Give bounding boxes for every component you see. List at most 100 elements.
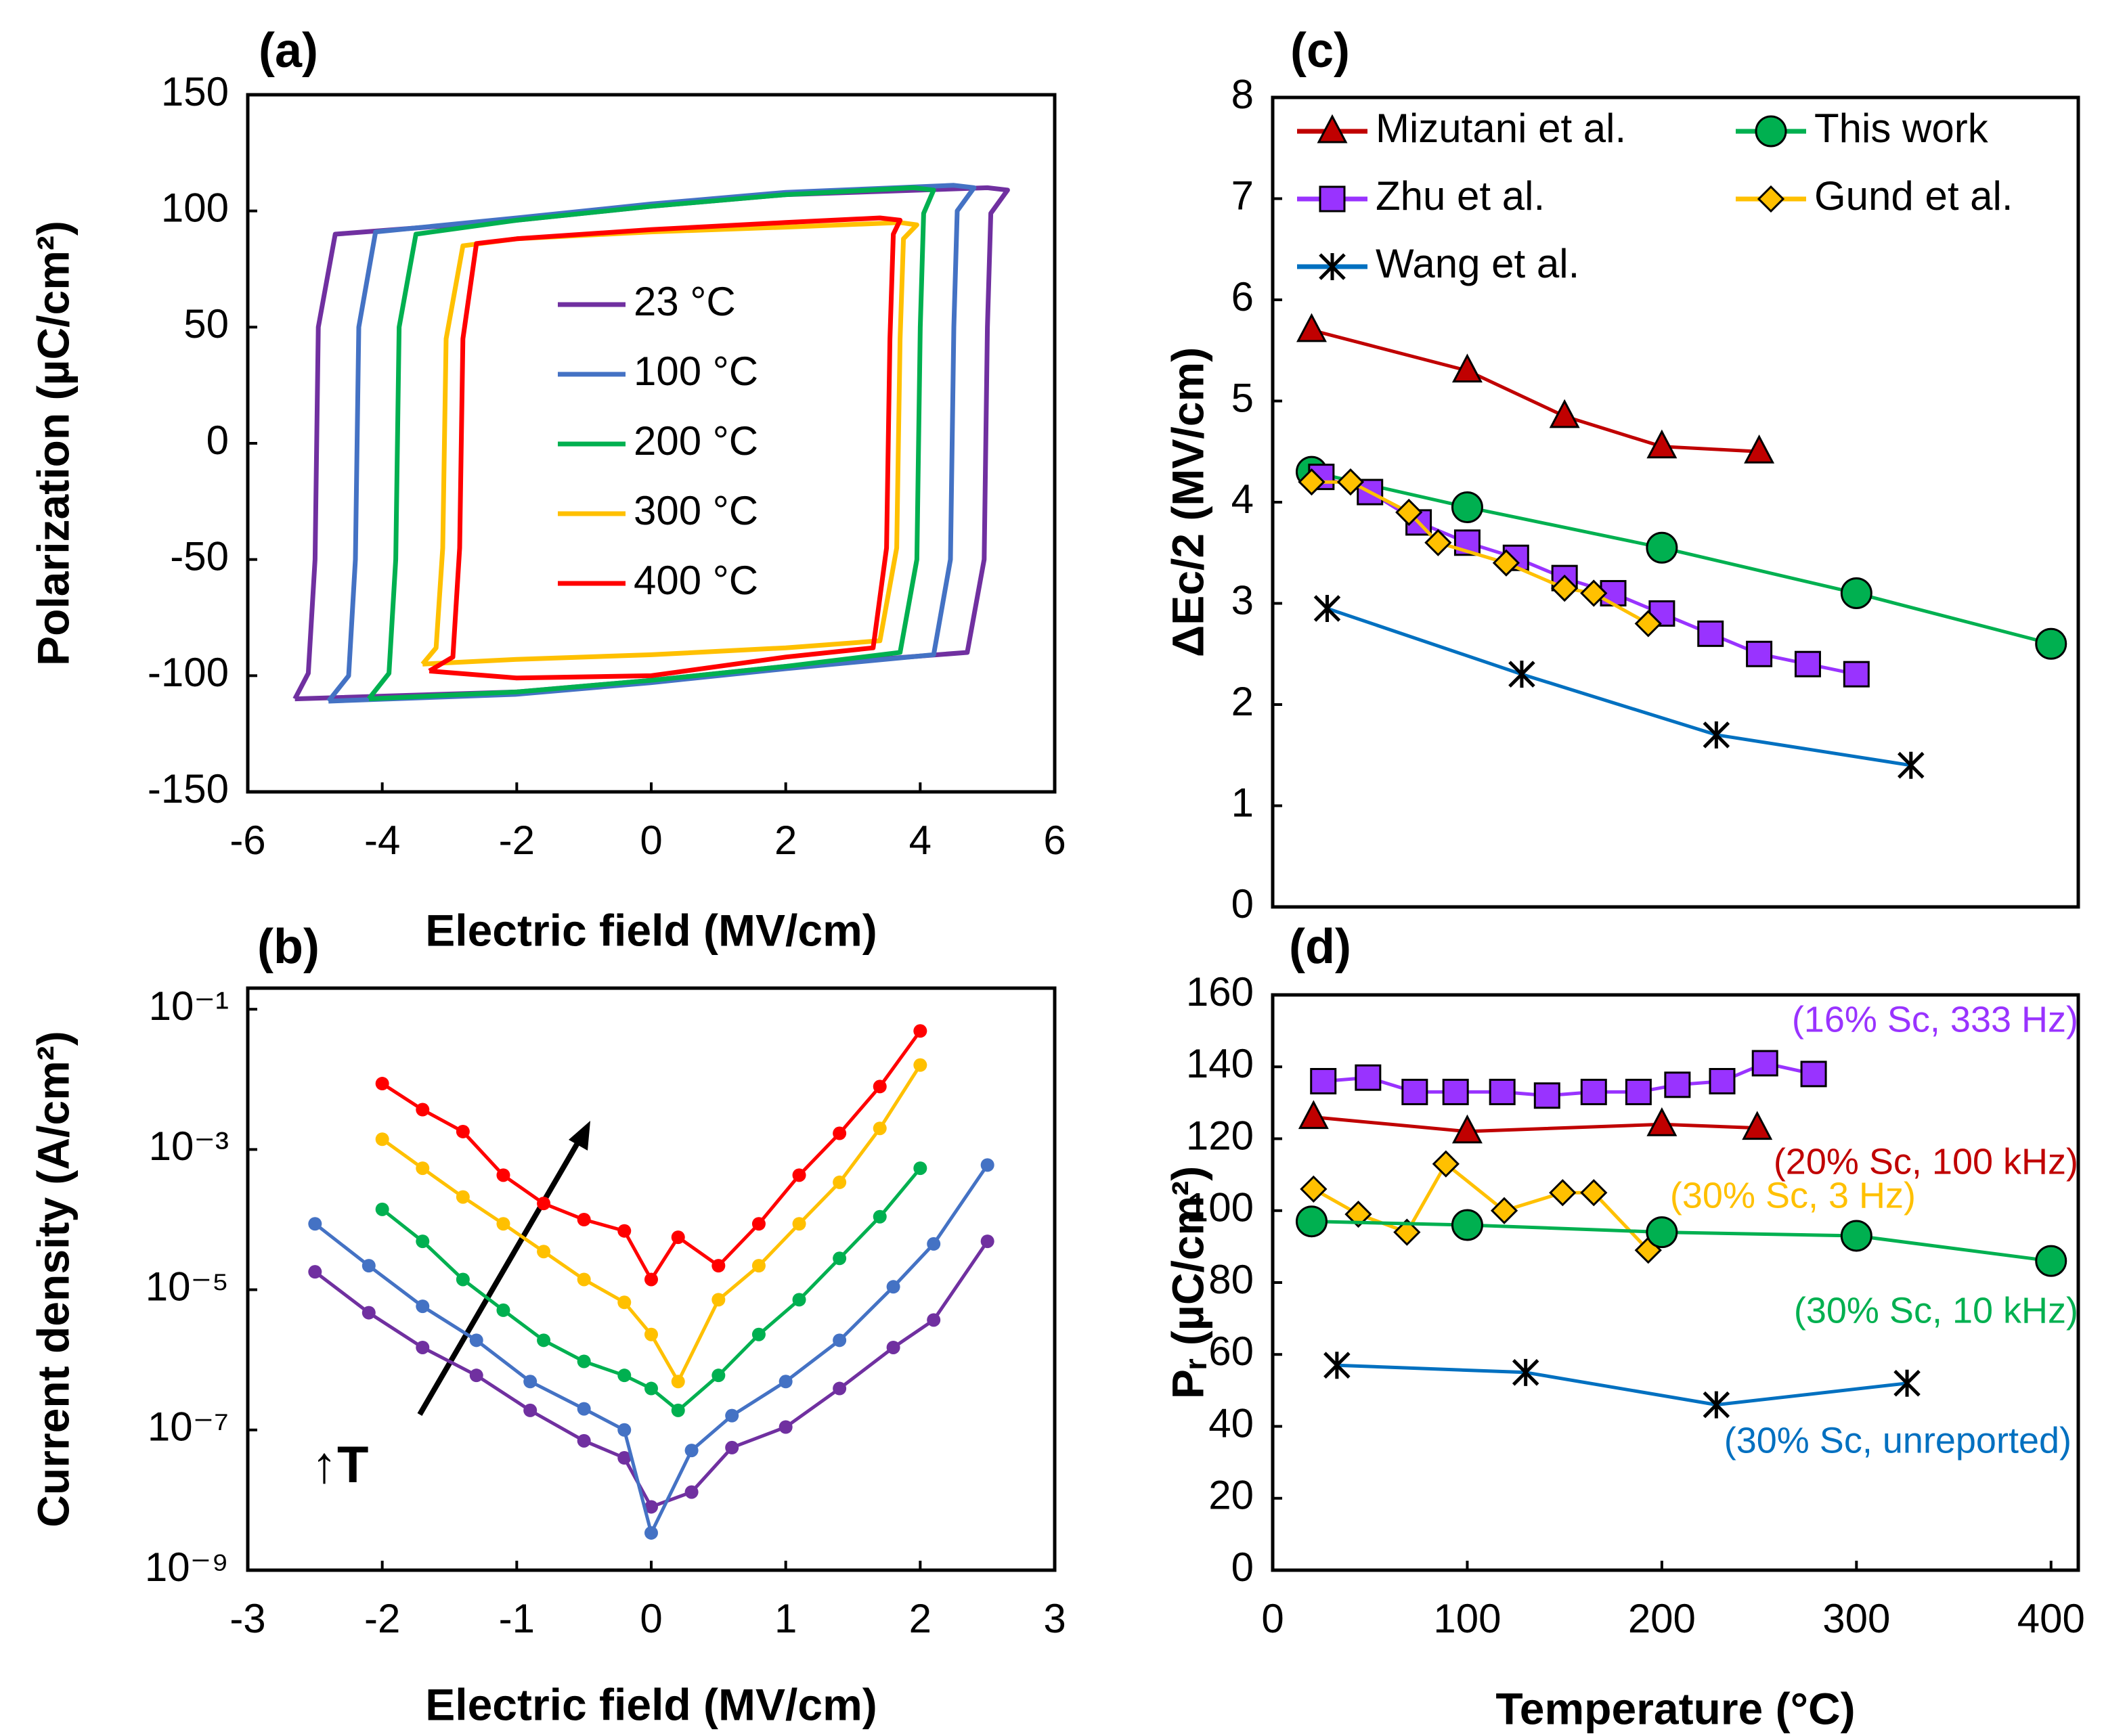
annotation: (30% Sc, unreported)	[1724, 1420, 2072, 1461]
marker	[1664, 1071, 1691, 1098]
marker	[751, 1259, 766, 1273]
marker	[375, 1077, 389, 1091]
marker	[1432, 1150, 1460, 1178]
y-tick-label: 10⁻³	[149, 1123, 229, 1169]
marker	[644, 1526, 658, 1540]
marker	[1451, 1114, 1483, 1144]
marker	[1424, 529, 1452, 556]
marker	[361, 1306, 376, 1320]
x-tick-label: 0	[640, 818, 662, 863]
marker	[416, 1103, 430, 1117]
marker	[1634, 610, 1662, 638]
marker	[927, 1313, 941, 1327]
y-tick-label: 100	[161, 185, 229, 231]
marker	[1646, 531, 1678, 564]
marker	[1580, 579, 1608, 607]
marker	[456, 1124, 470, 1138]
legend-label: Zhu et al.	[1376, 173, 1545, 219]
marker	[779, 1420, 793, 1434]
arrow-shaft	[417, 1138, 582, 1417]
y-axis-title: ΔEc/2 (MV/cm)	[1162, 347, 1212, 657]
y-tick-label: 10⁻⁵	[146, 1264, 229, 1309]
marker	[1898, 751, 1925, 779]
marker	[1442, 1078, 1469, 1105]
series-line	[381, 1029, 922, 1281]
legend-label: Mizutani et al.	[1376, 106, 1626, 151]
marker	[1703, 1391, 1730, 1419]
marker	[1319, 185, 1346, 213]
marker	[1646, 429, 1678, 459]
marker	[1401, 1078, 1428, 1105]
legend-label: Gund et al.	[1814, 173, 2013, 219]
x-tick-label: -2	[499, 818, 535, 863]
x-tick-label: 200	[1628, 1596, 1696, 1641]
marker	[416, 1299, 430, 1314]
marker	[725, 1440, 739, 1454]
marker	[1451, 1209, 1483, 1241]
marker	[1625, 1078, 1652, 1105]
marker	[1709, 1068, 1736, 1094]
marker	[792, 1293, 806, 1307]
marker	[617, 1451, 632, 1465]
marker	[1323, 1352, 1351, 1379]
panel-label: (c)	[1290, 24, 1350, 78]
marker	[1489, 1078, 1516, 1105]
y-tick-label: 140	[1186, 1041, 1254, 1086]
marker	[833, 1126, 847, 1140]
x-axis-title: Electric field (MV/cm)	[425, 905, 877, 955]
x-tick-label: 0	[640, 1596, 662, 1641]
marker	[1344, 1200, 1372, 1228]
marker	[833, 1333, 847, 1348]
marker	[416, 1234, 430, 1249]
marker	[1551, 574, 1579, 602]
marker	[537, 1197, 551, 1211]
arrow-head	[569, 1121, 590, 1151]
marker	[725, 1408, 739, 1423]
marker	[1646, 1216, 1678, 1249]
marker	[1310, 1068, 1337, 1094]
marker	[644, 1272, 658, 1287]
series-line	[1326, 606, 1912, 767]
y-tick-label: 60	[1208, 1329, 1254, 1374]
marker	[469, 1368, 483, 1383]
marker	[913, 1024, 927, 1038]
marker	[833, 1251, 847, 1266]
marker	[456, 1190, 470, 1204]
legend-label: This work	[1814, 106, 1989, 151]
marker	[1451, 491, 1483, 523]
marker	[671, 1403, 685, 1417]
y-tick-label: 8	[1231, 72, 1254, 117]
marker	[1893, 1369, 1921, 1397]
marker	[980, 1234, 994, 1249]
panel-label: (b)	[257, 920, 320, 974]
x-tick-label: -4	[364, 818, 400, 863]
x-tick-label: -1	[499, 1596, 535, 1641]
marker	[913, 1058, 927, 1072]
marker	[1336, 468, 1365, 496]
marker	[617, 1295, 632, 1310]
series-line	[313, 1163, 989, 1535]
annotation: ↑T	[311, 1436, 368, 1494]
legend-label: 200 °C	[634, 418, 758, 464]
marker	[644, 1327, 658, 1341]
x-tick-label: -3	[229, 1596, 265, 1641]
marker	[1697, 620, 1724, 647]
marker	[496, 1217, 510, 1231]
marker	[577, 1272, 591, 1287]
marker	[617, 1224, 632, 1238]
marker	[1840, 577, 1872, 610]
y-tick-label: 10⁻¹	[149, 983, 229, 1029]
annotation: (30% Sc, 10 kHz)	[1794, 1290, 2078, 1331]
panel-label: (d)	[1289, 920, 1351, 974]
marker	[1580, 1078, 1607, 1105]
y-tick-label: 40	[1208, 1400, 1254, 1446]
panel-label: (a)	[259, 24, 318, 78]
x-tick-label: -6	[229, 818, 265, 863]
legend-label: 23 °C	[634, 279, 736, 324]
marker	[711, 1368, 726, 1383]
marker	[913, 1161, 927, 1176]
marker	[361, 1259, 376, 1273]
marker	[751, 1327, 766, 1341]
marker	[577, 1433, 591, 1448]
